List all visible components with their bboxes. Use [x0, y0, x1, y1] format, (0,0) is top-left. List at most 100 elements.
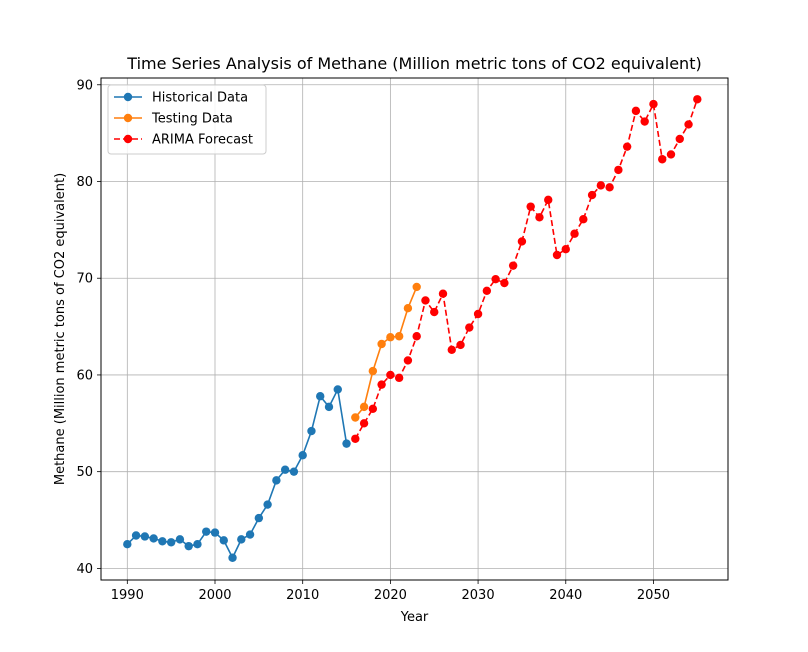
arima-forecast-point [614, 165, 623, 175]
historical-data-point [280, 465, 290, 474]
x-tick-label: 2000 [198, 588, 231, 603]
arima-forecast-series [351, 95, 702, 443]
arima-forecast-point [640, 117, 649, 126]
historical-data-point [219, 536, 228, 545]
testing-data-point [351, 413, 360, 422]
arima-forecast-point [482, 286, 492, 295]
axis-ticks: 1990 2000 2010 2020 2030 2040 2050 40 50 60 70 80 90 [76, 78, 670, 603]
historical-data-point [166, 538, 176, 547]
testing-data-point [394, 332, 404, 341]
legend-label-historical-data: Historical Data [152, 91, 248, 106]
testing-data-point [412, 282, 421, 292]
historical-data-point [131, 531, 141, 540]
arima-forecast-point [675, 134, 684, 144]
historical-data-point [342, 439, 351, 448]
testing-data-point [359, 402, 369, 412]
historical-data-point [237, 535, 246, 544]
arima-forecast-point [552, 250, 562, 260]
historical-data-point [263, 500, 272, 509]
arima-forecast-point [605, 183, 614, 192]
arima-forecast-point [500, 278, 509, 288]
arima-forecast-point [622, 142, 632, 151]
x-tick-label: 1990 [111, 588, 144, 603]
arima-forecast-point [403, 356, 413, 365]
testing-data-point [403, 304, 413, 313]
testing-data-line [354, 286, 418, 419]
x-tick-label: 2020 [374, 588, 407, 603]
legend-label-testing-data: Testing Data [151, 112, 233, 127]
historical-data-point [158, 537, 167, 546]
testing-data-point [386, 333, 395, 342]
legend-marker-arima-forecast [123, 134, 133, 144]
legend-label-arima-forecast: ARIMA Forecast [152, 133, 253, 148]
y-tick-label: 60 [76, 368, 93, 383]
historical-data-point [333, 385, 342, 394]
arima-forecast-point [351, 434, 360, 443]
arima-forecast-point [430, 307, 439, 317]
arima-forecast-point [456, 340, 465, 350]
arima-forecast-point [386, 370, 395, 380]
historical-data-point [193, 540, 202, 549]
y-axis-label: Methane (Million metric tons of CO2 equi… [53, 173, 68, 485]
arima-forecast-point [368, 404, 378, 413]
arima-forecast-point [421, 296, 430, 305]
arima-forecast-point [658, 155, 667, 164]
historical-data-point [210, 528, 220, 537]
arima-forecast-point [587, 190, 597, 200]
x-axis-label: Year [400, 610, 429, 625]
arima-forecast-point [517, 237, 527, 246]
historical-data-point [184, 541, 193, 551]
arima-forecast-point [535, 213, 544, 222]
arima-forecast-point [693, 95, 702, 104]
legend-marker-testing-data [123, 113, 133, 123]
historical-data-point [289, 467, 299, 476]
historical-data-point [245, 530, 255, 539]
grid-lines [101, 78, 728, 580]
x-tick-label: 2030 [462, 588, 495, 603]
arima-forecast-point [473, 309, 483, 319]
historical-data-point [298, 451, 307, 460]
arima-forecast-point [359, 419, 369, 428]
arima-forecast-point [394, 373, 404, 383]
data-series [123, 95, 702, 562]
arima-forecast-point [447, 345, 456, 354]
legend-box [107, 84, 267, 155]
testing-data-series [351, 282, 421, 422]
historical-data-point [316, 392, 325, 401]
arima-forecast-point [377, 380, 386, 389]
historical-data-point [149, 534, 158, 543]
historical-data-point [123, 540, 132, 549]
arima-forecast-point [666, 150, 676, 159]
testing-data-point [368, 366, 378, 376]
y-tick-label: 90 [76, 78, 93, 93]
arima-forecast-point [438, 289, 448, 298]
legend: Historical Data Testing Data ARIMA Forecas… [107, 84, 267, 155]
arima-forecast-point [579, 215, 588, 224]
arima-forecast-point [561, 245, 570, 254]
historical-data-point [272, 476, 281, 485]
arima-forecast-point [465, 323, 474, 332]
arima-forecast-point [596, 181, 606, 190]
chart-title: Time Series Analysis of Methane (Million… [126, 54, 701, 73]
y-tick-label: 50 [76, 465, 93, 480]
arima-forecast-point [526, 202, 535, 211]
testing-data-point [377, 339, 386, 349]
arima-forecast-point [412, 332, 421, 341]
y-tick-label: 70 [76, 272, 93, 287]
arima-forecast-point [684, 120, 693, 129]
historical-data-point [324, 402, 334, 412]
historical-data-series [123, 385, 351, 562]
x-tick-label: 2050 [637, 588, 670, 603]
plot-area-frame [100, 77, 729, 581]
historical-data-point [228, 553, 237, 562]
arima-forecast-point [649, 99, 658, 109]
legend-marker-historical-data [123, 92, 133, 102]
historical-data-point [202, 527, 211, 536]
historical-data-point [175, 535, 185, 544]
y-tick-label: 40 [76, 562, 93, 577]
historical-data-point [254, 513, 264, 523]
arima-forecast-point [508, 261, 518, 270]
arima-forecast-point [570, 229, 579, 238]
